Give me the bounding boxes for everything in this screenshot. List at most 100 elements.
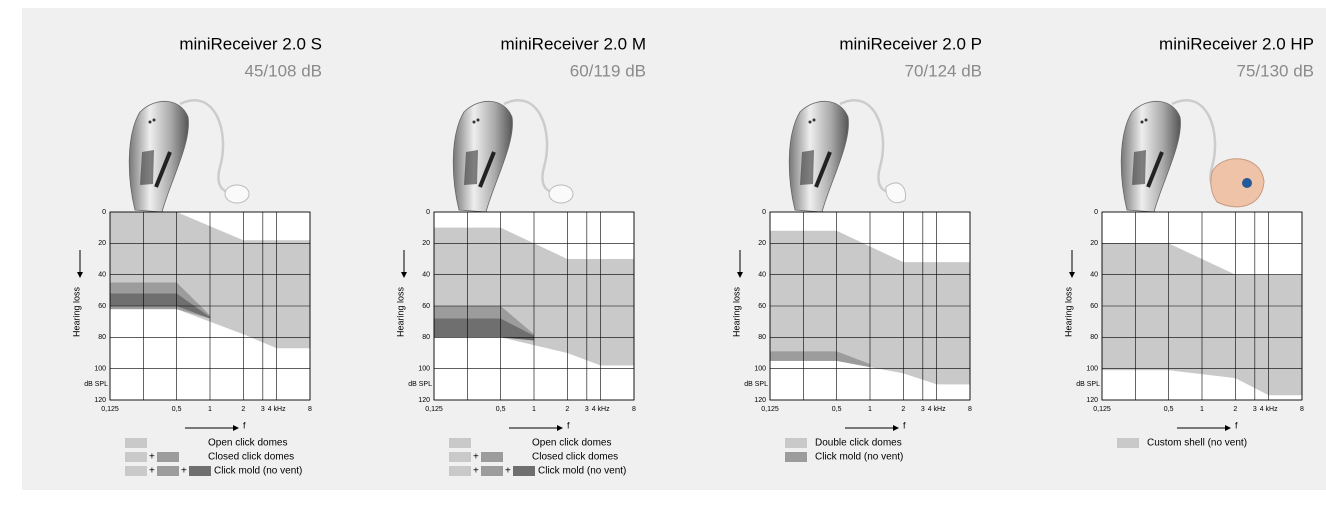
legend-swatch	[125, 466, 147, 476]
y-unit: dB SPL	[408, 381, 432, 388]
x-tick-label: 8	[308, 406, 312, 413]
x-tick-label: 2	[565, 406, 569, 413]
x-tick-label: 1	[868, 406, 872, 413]
y-tick-label: 120	[94, 397, 106, 404]
legend-plus: +	[181, 466, 187, 477]
product-image	[127, 98, 250, 214]
legend-label: Closed click domes	[208, 452, 294, 463]
y-tick-label: 60	[422, 303, 430, 310]
x-tick-label: 2	[1233, 406, 1237, 413]
legend-plus: +	[149, 466, 155, 477]
x-tick-label: 8	[1300, 406, 1304, 413]
y-tick-label: 60	[98, 303, 106, 310]
y-tick-label: 0	[1094, 209, 1098, 216]
y-tick-label: 20	[98, 240, 106, 247]
x-tick-label: 0,5	[1164, 406, 1174, 413]
legend-label: Double click domes	[815, 438, 902, 449]
y-axis-label: Hearing loss	[71, 286, 81, 337]
y-unit: dB SPL	[84, 381, 108, 388]
y-tick-label: 120	[418, 397, 430, 404]
chart-subtitle: 70/124 dB	[904, 61, 982, 80]
x-tick-label: 1	[532, 406, 536, 413]
chart-subtitle: 45/108 dB	[244, 61, 322, 80]
y-tick-label: 80	[758, 334, 766, 341]
x-tick-label: 0,5	[496, 406, 506, 413]
legend-swatch	[449, 452, 471, 462]
legend-swatch	[785, 438, 807, 448]
x-tick-label: 0,5	[172, 406, 182, 413]
y-axis-label: Hearing loss	[731, 286, 741, 337]
x-tick-label: 8	[968, 406, 972, 413]
legend-label: Click mold (no vent)	[538, 466, 626, 477]
y-tick-label: 100	[1086, 366, 1098, 373]
x-tick-label: 0,5	[832, 406, 842, 413]
legend-swatch	[449, 466, 471, 476]
y-tick-label: 120	[754, 397, 766, 404]
legend-label: Custom shell (no vent)	[1147, 438, 1247, 449]
legend-swatch	[125, 452, 147, 462]
y-tick-label: 20	[422, 240, 430, 247]
y-tick-label: 40	[758, 272, 766, 279]
x-tick-label: 1	[208, 406, 212, 413]
legend-plus: +	[473, 452, 479, 463]
legend-swatch	[157, 466, 179, 476]
chart-title: miniReceiver 2.0 S	[179, 34, 322, 53]
chart-title: miniReceiver 2.0 P	[839, 34, 982, 53]
x-tick-label: 3	[261, 406, 265, 413]
legend-swatch	[481, 452, 503, 462]
y-tick-label: 0	[426, 209, 430, 216]
x-tick-label: 4 kHz	[1260, 406, 1278, 413]
chart-subtitle: 60/119 dB	[570, 61, 646, 80]
legend-label: Open click domes	[208, 438, 287, 449]
y-unit: dB SPL	[744, 381, 768, 388]
legend-label: Closed click domes	[532, 452, 618, 463]
x-axis-label: f	[243, 420, 246, 430]
y-tick-label: 100	[754, 366, 766, 373]
chart-title: miniReceiver 2.0 HP	[1159, 34, 1314, 53]
product-image	[1119, 98, 1265, 214]
y-tick-label: 120	[1086, 397, 1098, 404]
x-tick-label: 3	[1253, 406, 1257, 413]
plot-frame	[433, 211, 635, 401]
legend-swatch	[481, 466, 503, 476]
x-axis-label: f	[1235, 420, 1238, 430]
y-tick-label: 80	[422, 334, 430, 341]
chart-title: miniReceiver 2.0 M	[501, 34, 647, 53]
x-tick-label: 2	[241, 406, 245, 413]
legend-plus: +	[505, 466, 511, 477]
x-tick-label: 0,125	[425, 406, 443, 413]
y-tick-label: 80	[1090, 334, 1098, 341]
legend-swatch	[157, 452, 179, 462]
x-tick-label: 1	[1200, 406, 1204, 413]
legend-label: Click mold (no vent)	[214, 466, 302, 477]
x-tick-label: 3	[921, 406, 925, 413]
legend-swatch	[513, 466, 535, 476]
y-tick-label: 60	[758, 303, 766, 310]
legend-swatch	[189, 466, 211, 476]
range-area	[434, 318, 534, 341]
legend-label: Click mold (no vent)	[815, 452, 903, 463]
legend-plus: +	[149, 452, 155, 463]
y-tick-label: 40	[422, 272, 430, 279]
y-axis-label: Hearing loss	[395, 286, 405, 337]
y-tick-label: 20	[758, 240, 766, 247]
y-tick-label: 20	[1090, 240, 1098, 247]
x-tick-label: 4 kHz	[268, 406, 286, 413]
x-tick-label: 3	[585, 406, 589, 413]
y-axis-label: Hearing loss	[1063, 286, 1073, 337]
legend-label: Open click domes	[532, 438, 611, 449]
x-axis-label: f	[567, 420, 570, 430]
plot-frame	[769, 211, 971, 401]
plot-frame	[1101, 211, 1303, 401]
x-tick-label: 0,125	[101, 406, 119, 413]
plot-frame	[109, 211, 311, 401]
x-axis-label: f	[903, 420, 906, 430]
range-area	[770, 351, 870, 368]
x-tick-label: 0,125	[761, 406, 779, 413]
legend-swatch	[125, 438, 147, 448]
legend-swatch	[785, 452, 807, 462]
legend-plus: +	[473, 466, 479, 477]
y-tick-label: 40	[1090, 272, 1098, 279]
x-tick-label: 8	[632, 406, 636, 413]
